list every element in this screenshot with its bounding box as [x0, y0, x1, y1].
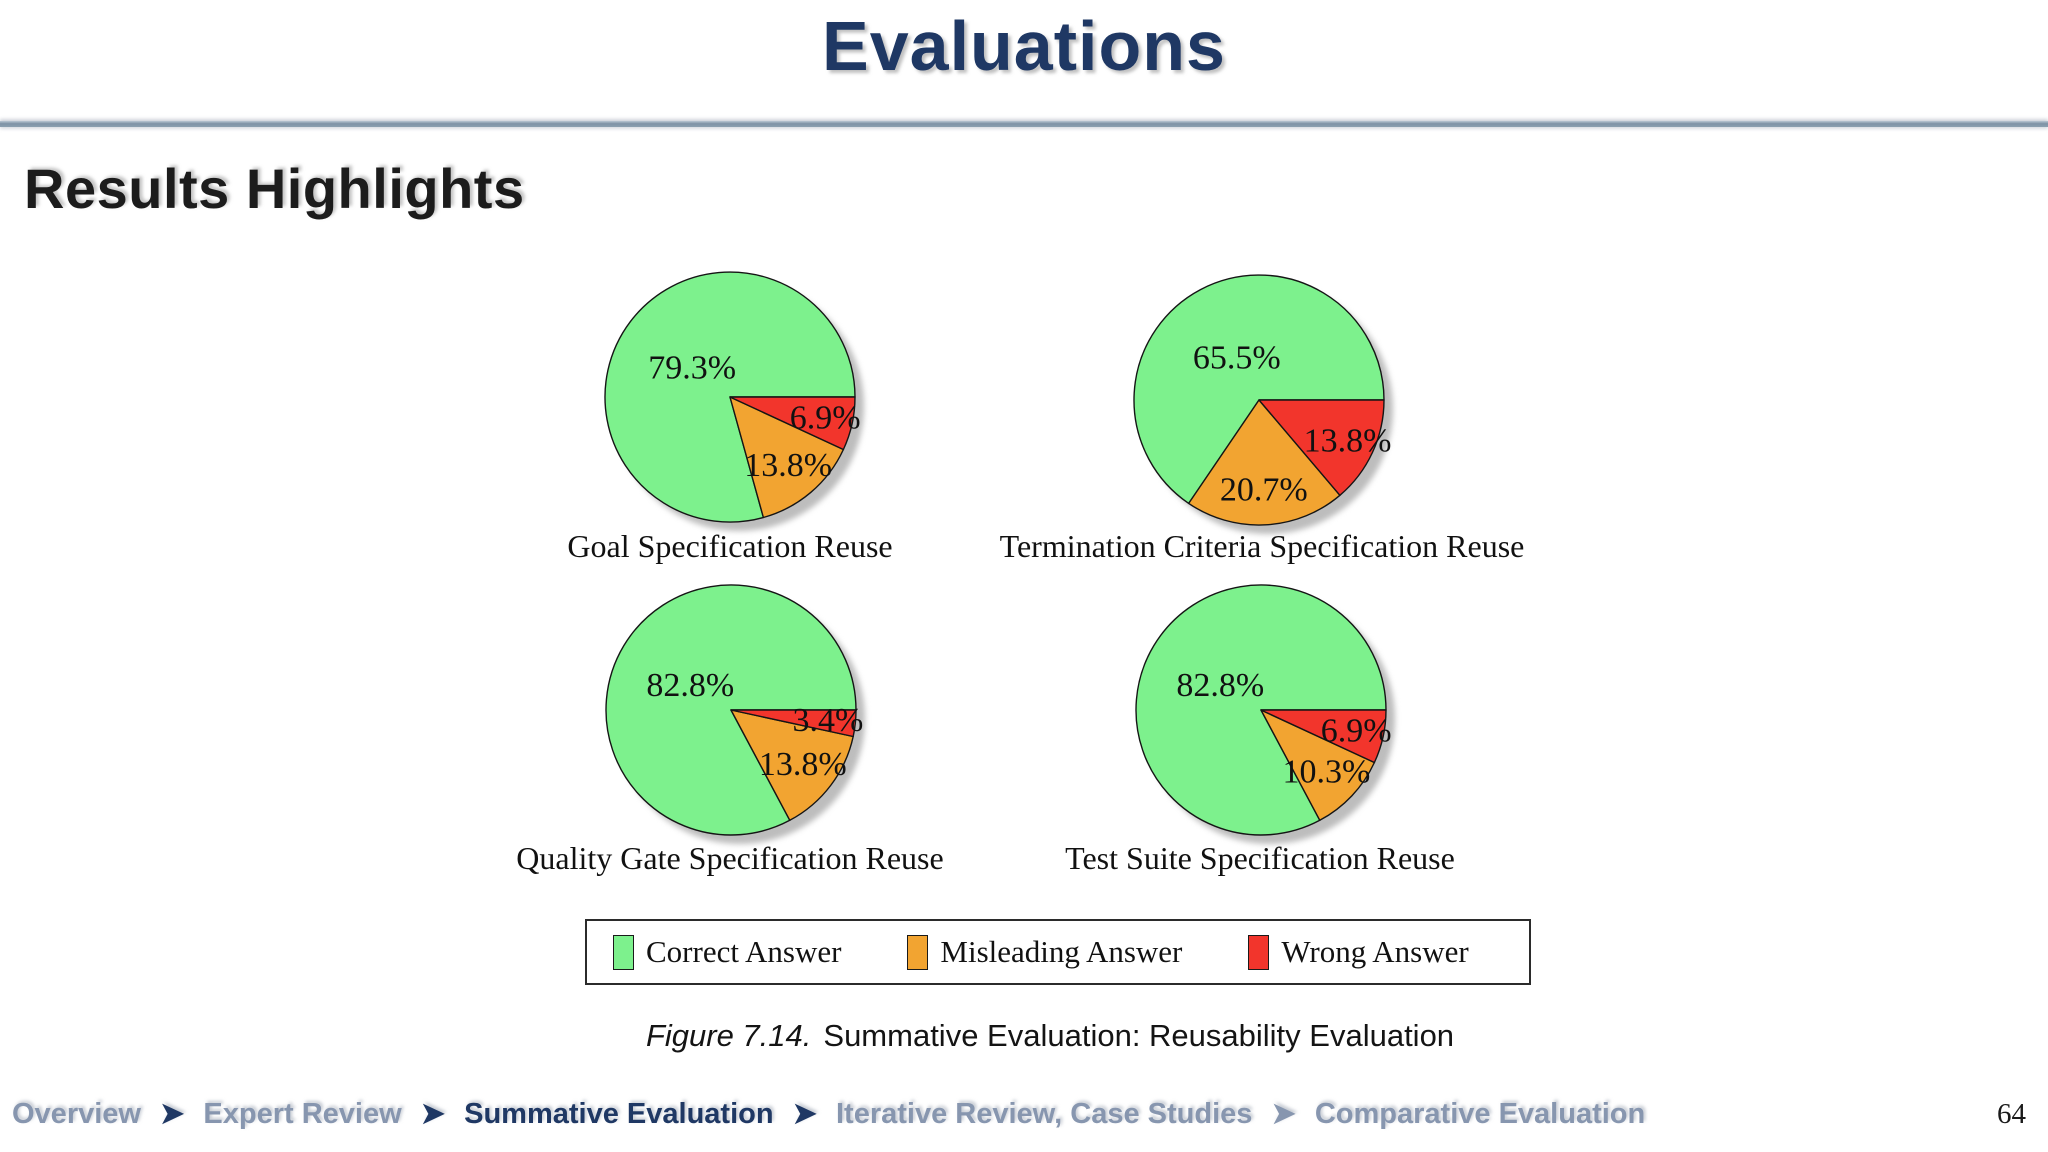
- pie-slice-wrong-answer: [730, 709, 857, 738]
- breadcrumb-arrow-icon: ➤: [160, 1098, 185, 1130]
- breadcrumb-arrow-icon: ➤: [792, 1098, 817, 1130]
- pie-chart-goal-specification-reuse: 79.3% 13.8% 6.9%: [565, 232, 895, 562]
- chart-legend: Correct Answer Misleading Answer Wrong A…: [585, 919, 1531, 985]
- legend-label: Misleading Answer: [940, 934, 1183, 969]
- figure-number: Figure 7.14.: [645, 1018, 812, 1053]
- pie-percent-label: 10.3%: [1282, 753, 1370, 790]
- pie-chart-termination-criteria-specification-reuse: 65.5% 20.7% 13.8%: [1094, 235, 1424, 565]
- section-heading: Results Highlights: [24, 157, 525, 220]
- breadcrumb-item-comparative-evaluation[interactable]: Comparative Evaluation: [1314, 1098, 1646, 1130]
- pie-percent-label: 6.9%: [790, 400, 861, 437]
- figure-caption-text: Summative Evaluation: Reusability Evalua…: [823, 1018, 1455, 1053]
- page-number: 64: [1997, 1098, 2026, 1130]
- pie-percent-label: 13.8%: [744, 447, 832, 484]
- misleading-answer-swatch-icon: [907, 934, 929, 970]
- pie-caption: Quality Gate Specification Reuse: [516, 840, 944, 876]
- breadcrumb-item-overview[interactable]: Overview: [12, 1098, 141, 1130]
- breadcrumb: Overview ➤ Expert Review ➤ Summative Eva…: [12, 1096, 1972, 1132]
- pie-slice-wrong-answer: [729, 396, 856, 451]
- breadcrumb-item-iterative-review-case-studies[interactable]: Iterative Review, Case Studies: [836, 1098, 1253, 1130]
- legend-label: Wrong Answer: [1281, 934, 1469, 969]
- pie-percent-label: 13.8%: [759, 746, 847, 783]
- figure-caption: Figure 7.14. Summative Evaluation: Reusab…: [500, 1018, 1600, 1054]
- breadcrumb-arrow-icon: ➤: [1271, 1098, 1296, 1130]
- pie-svg: 79.3% 13.8% 6.9%: [604, 271, 864, 531]
- pie-svg: 65.5% 20.7% 13.8%: [1133, 274, 1393, 534]
- pie-percent-label: 82.8%: [646, 667, 734, 704]
- page-title: Evaluations: [822, 7, 1226, 85]
- pie-slice-correct-answer: [604, 271, 856, 523]
- breadcrumb-item-expert-review[interactable]: Expert Review: [203, 1098, 402, 1130]
- legend-entry-misleading: Misleading Answer: [907, 934, 1182, 970]
- pie-slice-correct-answer: [1133, 274, 1385, 505]
- pie-slice-wrong-answer: [1258, 399, 1385, 496]
- pie-percent-label: 6.9%: [1321, 713, 1392, 750]
- pie-slice-misleading-answer: [1188, 399, 1341, 526]
- pie-slice-wrong-answer: [1260, 709, 1387, 764]
- pie-chart-test-suite-specification-reuse: 82.8% 10.3% 6.9%: [1096, 545, 1426, 875]
- pie-chart-quality-gate-specification-reuse: 82.8% 13.8% 3.4%: [566, 545, 896, 875]
- correct-answer-swatch-icon: [613, 934, 634, 970]
- pie-svg: 82.8% 10.3%6.9%: [1135, 584, 1395, 844]
- pie-slice-misleading-answer: [730, 709, 854, 821]
- wrong-answer-swatch-icon: [1248, 934, 1270, 970]
- pie-percent-label: 82.8%: [1176, 667, 1264, 704]
- pie-caption: Test Suite Specification Reuse: [1065, 840, 1455, 876]
- breadcrumb-item-summative-evaluation[interactable]: Summative Evaluation: [464, 1098, 774, 1130]
- pie-percent-label: 79.3%: [648, 350, 736, 387]
- pie-percent-label: 65.5%: [1193, 340, 1281, 377]
- pie-caption: Goal Specification Reuse: [567, 528, 893, 564]
- pie-percent-label: 13.8%: [1304, 423, 1392, 460]
- breadcrumb-arrow-icon: ➤: [420, 1098, 446, 1130]
- title-separator-line: [0, 121, 2048, 127]
- pie-slice-misleading-answer: [1260, 709, 1376, 821]
- pie-percent-label: 3.4%: [792, 702, 863, 739]
- pie-svg: 82.8% 13.8% 3.4%: [605, 584, 865, 844]
- pie-percent-label: 20.7%: [1220, 471, 1308, 508]
- pie-slice-misleading-answer: [729, 396, 845, 519]
- legend-label: Correct Answer: [646, 934, 842, 969]
- legend-entry-wrong: Wrong Answer: [1248, 934, 1469, 970]
- legend-entry-correct: Correct Answer: [613, 934, 841, 970]
- pie-caption: Termination Criteria Specification Reuse: [999, 528, 1525, 564]
